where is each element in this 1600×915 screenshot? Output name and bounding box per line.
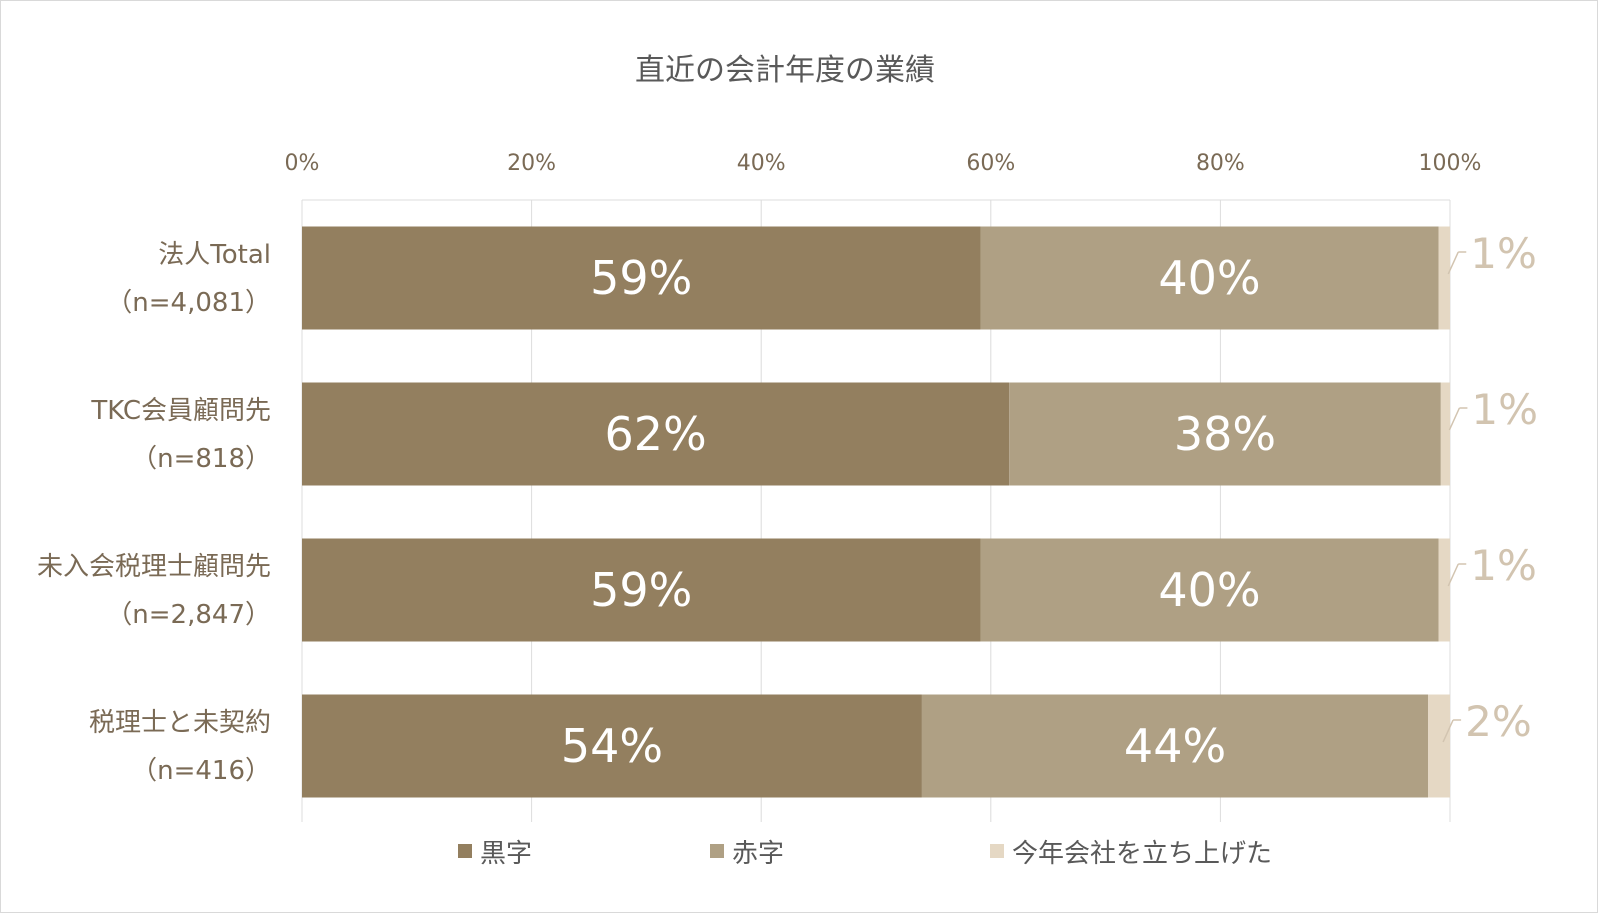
data-label: 40% bbox=[1158, 251, 1260, 305]
data-label: 54% bbox=[561, 719, 663, 773]
legend-swatch bbox=[990, 844, 1004, 858]
x-tick-label: 60% bbox=[966, 151, 1015, 176]
bar-segment bbox=[1009, 382, 1441, 486]
chart-title: 直近の会計年度の業績 bbox=[635, 53, 935, 88]
bar-segment bbox=[302, 382, 1010, 486]
data-label: 44% bbox=[1124, 719, 1226, 773]
category-sample-size: （n=416） bbox=[131, 756, 271, 786]
data-label: 1% bbox=[1470, 229, 1537, 278]
leader-line bbox=[1447, 251, 1459, 275]
bar-segment bbox=[980, 226, 1439, 330]
legend-label: 黒字 bbox=[480, 839, 532, 869]
legend-label: 赤字 bbox=[732, 839, 784, 869]
bar-segment bbox=[302, 226, 981, 330]
data-label: 2% bbox=[1465, 697, 1532, 746]
bar-segment bbox=[1440, 382, 1450, 486]
category-label: TKC会員顧問先 bbox=[90, 396, 271, 426]
bar-segment bbox=[302, 694, 922, 798]
data-label: 1% bbox=[1471, 385, 1538, 434]
data-label: 62% bbox=[604, 407, 706, 461]
category-label: 法人Total bbox=[158, 240, 271, 270]
category-label: 未入会税理士顧問先 bbox=[37, 552, 271, 582]
data-label: 59% bbox=[590, 251, 692, 305]
data-label: 40% bbox=[1158, 563, 1260, 617]
x-tick-label: 40% bbox=[737, 151, 786, 176]
bar-segment bbox=[302, 538, 981, 642]
category-sample-size: （n=818） bbox=[131, 444, 271, 474]
leader-line bbox=[1447, 563, 1459, 587]
bar-segment bbox=[921, 694, 1429, 798]
leader-line bbox=[1448, 407, 1461, 431]
legend-swatch bbox=[710, 844, 724, 858]
bar-segment bbox=[1428, 694, 1450, 798]
category-label: 税理士と未契約 bbox=[89, 708, 271, 738]
bar-segment bbox=[980, 538, 1439, 642]
legend-label: 今年会社を立ち上げた bbox=[1012, 839, 1272, 869]
bar-segment bbox=[1438, 538, 1450, 642]
data-label: 38% bbox=[1174, 407, 1276, 461]
data-label: 59% bbox=[590, 563, 692, 617]
leader-line bbox=[1442, 719, 1454, 743]
bar-segment bbox=[1438, 226, 1450, 330]
x-tick-label: 100% bbox=[1419, 151, 1482, 176]
x-tick-label: 80% bbox=[1196, 151, 1245, 176]
x-tick-label: 20% bbox=[507, 151, 556, 176]
legend-swatch bbox=[458, 844, 472, 858]
x-tick-label: 0% bbox=[285, 151, 320, 176]
category-sample-size: （n=2,847） bbox=[106, 600, 271, 630]
data-label: 1% bbox=[1470, 541, 1537, 590]
category-sample-size: （n=4,081） bbox=[106, 288, 271, 318]
